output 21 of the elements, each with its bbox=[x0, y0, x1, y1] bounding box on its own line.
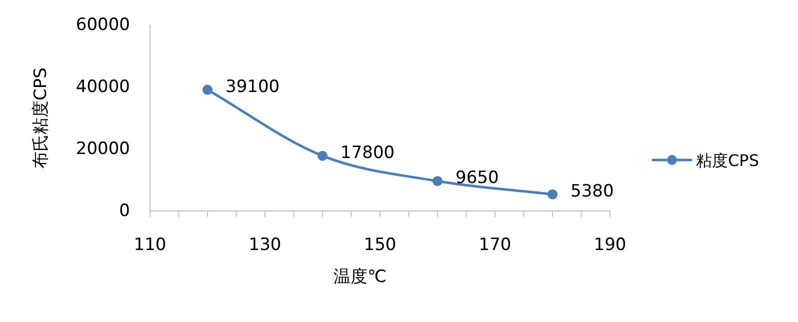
data-label: 5380 bbox=[570, 181, 614, 202]
legend: 粘度CPS bbox=[652, 151, 759, 170]
x-axis-title: 温度℃ bbox=[333, 267, 387, 287]
y-tick-label: 0 bbox=[119, 201, 130, 221]
y-tick-label: 20000 bbox=[76, 139, 130, 159]
x-tick-label: 130 bbox=[248, 235, 282, 255]
data-label: 39100 bbox=[226, 76, 280, 97]
point bbox=[432, 176, 442, 186]
x-tick-label: 190 bbox=[594, 235, 626, 255]
data-label: 17800 bbox=[340, 142, 395, 163]
point bbox=[202, 84, 212, 95]
legend-label: 粘度CPS bbox=[696, 151, 759, 170]
x-tick-label: 150 bbox=[364, 235, 396, 255]
point bbox=[548, 189, 558, 200]
y-axis-title: 布氏粘度CPS bbox=[31, 68, 51, 168]
y-tick-label: 40000 bbox=[76, 77, 130, 97]
y-tick-label: 60000 bbox=[76, 15, 130, 35]
data-label: 9650 bbox=[456, 168, 499, 188]
x-tick-label: 170 bbox=[478, 235, 512, 255]
point bbox=[318, 150, 328, 161]
x-tick-label: 110 bbox=[134, 235, 166, 255]
